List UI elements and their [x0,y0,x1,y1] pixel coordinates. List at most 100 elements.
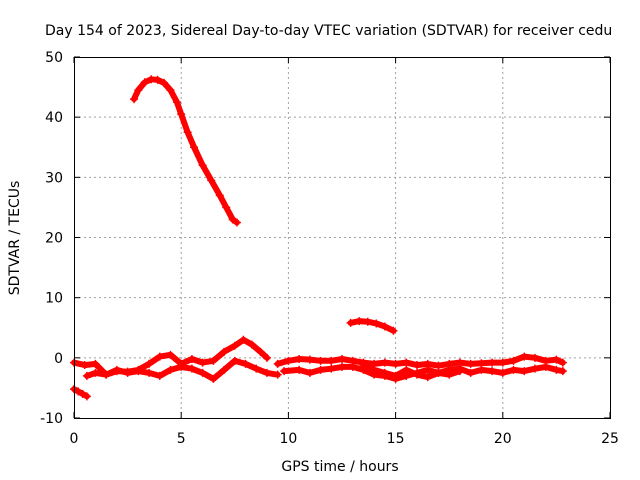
data-point [530,364,539,373]
x-tick-label: 5 [177,431,186,447]
data-point [155,352,164,361]
data-point [434,368,443,377]
data-point [391,359,400,368]
data-point [209,374,218,383]
data-point [273,370,282,379]
data-point [82,392,91,401]
series-line-arc-low-start [71,386,90,400]
data-point [348,362,357,371]
series-line-arc-base-5 [360,362,463,381]
data-point [82,371,91,380]
data-point [123,368,132,377]
data-point [280,367,289,376]
data-point [552,365,561,374]
data-point [477,365,486,374]
data-point [413,370,422,379]
data-point [252,364,261,373]
y-tick-label: -10 [40,411,63,427]
y-tick-label: 20 [45,231,63,247]
data-point [187,355,196,364]
data-point [327,356,336,365]
data-point [91,368,100,377]
data-point [262,368,271,377]
x-tick-label: 15 [387,431,405,447]
data-point [190,143,199,152]
data-point [247,340,256,349]
data-point [273,359,282,368]
data-point [363,317,372,326]
data-point [166,365,175,374]
data-point [134,86,143,95]
data-point [209,356,218,365]
data-point [198,358,207,367]
x-tick-label: 0 [70,431,79,447]
data-point [256,347,265,356]
data-point [389,326,398,335]
data-point [207,176,216,185]
data-point [153,75,162,84]
data-point [145,359,154,368]
data-point [74,387,83,396]
x-axis-label: GPS time / hours [281,459,398,475]
data-point [140,78,149,87]
data-point [295,365,304,374]
data-point [198,368,207,377]
data-point [488,358,497,367]
data-point [215,191,224,200]
data-point [541,362,550,371]
y-tick-label: 40 [45,110,63,126]
data-point [172,98,181,107]
data-point [228,215,237,224]
data-point [509,365,518,374]
data-point [359,361,368,370]
data-point [91,359,100,368]
data-point [338,362,346,371]
x-tick-label: 20 [494,431,512,447]
data-point [520,367,529,376]
x-tick-label: 25 [601,431,619,447]
data-point [380,322,389,331]
data-point [316,356,325,365]
data-point [370,365,379,374]
data-point [284,356,293,365]
data-point [145,368,154,377]
data-point [316,365,325,374]
data-point [112,365,121,374]
data-point [262,353,271,362]
data-point [220,365,229,374]
data-point [558,358,567,367]
data-point [558,367,567,376]
series-line-arc-base-3 [274,353,566,369]
data-point [239,335,248,344]
data-point [346,318,355,327]
y-tick-label: 50 [45,50,63,66]
chart-title: Day 154 of 2023, Sidereal Day-to-day VTE… [45,23,612,39]
series-layer [70,75,567,401]
data-point [391,371,400,380]
data-point [327,364,336,373]
data-point [102,370,111,379]
data-point [498,358,507,367]
y-tick-label: 10 [45,291,63,307]
data-point [177,110,186,119]
data-point [380,358,389,367]
data-point [530,353,539,362]
data-point [166,86,175,95]
data-point [380,368,389,377]
data-point [423,365,432,374]
data-point [130,95,139,104]
data-point [78,389,87,398]
data-point [134,367,143,376]
data-point [220,347,229,356]
data-point [509,356,518,365]
data-point [423,373,432,382]
data-point [222,203,231,212]
data-point [305,368,314,377]
data-point [466,359,475,368]
data-point [166,350,175,359]
data-point [434,361,443,370]
data-point [183,128,192,137]
y-tick-label: 30 [45,170,63,186]
data-point [372,319,381,328]
data-point [445,370,454,379]
